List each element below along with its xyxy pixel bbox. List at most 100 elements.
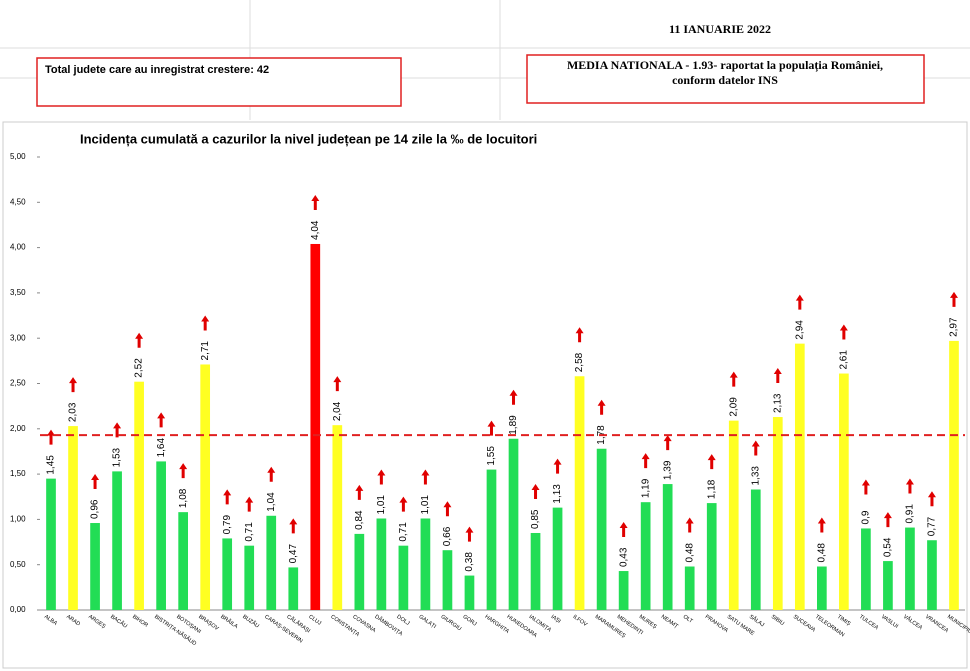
increase-arrow bbox=[399, 496, 408, 512]
value-label: 2,58 bbox=[574, 352, 585, 372]
date: 11 IANUARIE 2022 bbox=[669, 22, 771, 36]
bar bbox=[156, 461, 166, 610]
y-tick-label: 3,00 bbox=[10, 333, 26, 342]
value-label: 1,18 bbox=[706, 479, 717, 499]
bar bbox=[420, 518, 431, 610]
value-label: 2,13 bbox=[772, 393, 783, 413]
x-tick-label: TIMIȘ bbox=[836, 614, 852, 628]
value-label: 1,13 bbox=[552, 484, 563, 504]
value-label: 0,54 bbox=[883, 537, 894, 557]
bar bbox=[817, 566, 827, 610]
increase-arrow bbox=[443, 501, 452, 517]
bar bbox=[46, 478, 56, 610]
x-tick-label: VRANCEA bbox=[924, 614, 949, 634]
y-tick-label: 3,50 bbox=[10, 288, 26, 297]
x-tick-label: BACĂU bbox=[109, 613, 129, 630]
average-box bbox=[526, 54, 925, 104]
value-label: 1,01 bbox=[376, 495, 387, 515]
bar bbox=[464, 575, 475, 610]
bar bbox=[839, 373, 849, 610]
bar bbox=[728, 420, 739, 610]
value-label: 2,94 bbox=[794, 320, 805, 340]
x-tick-label: ARGEȘ bbox=[87, 614, 106, 630]
bar bbox=[376, 518, 387, 610]
increase-arrow bbox=[751, 440, 760, 456]
value-label: 1,89 bbox=[508, 415, 519, 435]
x-tick-label: SĂLAJ bbox=[748, 613, 766, 629]
increase-arrow bbox=[685, 517, 694, 533]
x-tick-label: ARAD bbox=[65, 614, 81, 628]
increase-arrow bbox=[531, 483, 540, 499]
bar bbox=[883, 561, 893, 610]
bar bbox=[684, 566, 695, 610]
value-label: 1,64 bbox=[156, 438, 167, 458]
bar bbox=[354, 533, 365, 610]
value-label: 0,9 bbox=[861, 510, 872, 524]
value-label: 0,77 bbox=[927, 516, 938, 536]
increase-arrow bbox=[487, 420, 496, 436]
x-tick-label: BUZĂU bbox=[241, 613, 260, 629]
y-tick-label: 4,50 bbox=[10, 197, 26, 206]
x-tick-label: BIHOR bbox=[131, 614, 149, 629]
x-tick-label: GALAȚI bbox=[417, 614, 437, 630]
average-text: MEDIA NATIONALA - 1.93- raportat la popu… bbox=[567, 58, 883, 73]
x-tick-label: CARAȘ-SEVERIN bbox=[263, 614, 303, 645]
value-label: 0,47 bbox=[288, 544, 299, 564]
value-label: 1,19 bbox=[640, 478, 651, 498]
bar bbox=[310, 243, 321, 610]
increase-arrow bbox=[553, 458, 562, 474]
value-label: 0,48 bbox=[816, 543, 827, 563]
value-label: 2,03 bbox=[68, 402, 79, 422]
bar bbox=[332, 425, 343, 610]
bar bbox=[596, 448, 607, 610]
x-tick-label: VASLUI bbox=[880, 614, 900, 630]
bar bbox=[222, 538, 233, 610]
bar bbox=[90, 523, 100, 610]
bar bbox=[662, 484, 673, 610]
increase-arrow bbox=[355, 484, 364, 500]
increase-arrow bbox=[223, 489, 232, 505]
x-tick-label: BRĂILA bbox=[219, 613, 239, 630]
value-label: 2,09 bbox=[728, 397, 739, 417]
bar bbox=[552, 507, 563, 610]
x-tick-label: OLT bbox=[682, 614, 694, 625]
bar bbox=[927, 540, 937, 610]
value-label: 0,66 bbox=[442, 526, 453, 546]
increase-arrow bbox=[575, 327, 584, 343]
bar bbox=[794, 343, 805, 610]
increase-arrow bbox=[905, 478, 914, 494]
x-tick-label: TULCEA bbox=[858, 614, 879, 632]
bar bbox=[772, 417, 783, 610]
increase-arrow bbox=[509, 389, 518, 405]
value-label: 1,39 bbox=[662, 460, 673, 480]
increase-arrow bbox=[421, 469, 430, 485]
value-label: 2,04 bbox=[332, 401, 343, 421]
increase-arrow bbox=[927, 491, 936, 507]
bar bbox=[68, 426, 78, 610]
bar bbox=[618, 571, 629, 610]
value-label: 0,43 bbox=[618, 547, 629, 567]
increase-arrow bbox=[333, 376, 342, 392]
x-tick-label: ALBA bbox=[43, 614, 58, 627]
value-label: 0,85 bbox=[530, 509, 541, 529]
value-label: 0,96 bbox=[90, 499, 101, 519]
value-label: 1,53 bbox=[112, 447, 123, 467]
chart-frame bbox=[2, 121, 968, 669]
x-tick-label: NEAMȚ bbox=[660, 614, 680, 630]
increase-arrow bbox=[245, 496, 254, 512]
chart-title: Incidența cumulată a cazurilor la nivel … bbox=[80, 131, 537, 146]
value-label: 0,79 bbox=[222, 515, 233, 535]
y-tick-label: 1,00 bbox=[10, 515, 26, 524]
y-tick-label: 2,00 bbox=[10, 424, 26, 433]
bar bbox=[640, 502, 651, 610]
value-label: 0,71 bbox=[398, 522, 409, 542]
bar bbox=[442, 550, 453, 610]
value-label: 0,38 bbox=[464, 552, 475, 572]
bar bbox=[288, 567, 299, 610]
bar bbox=[112, 471, 122, 610]
value-label: 0,71 bbox=[244, 522, 255, 542]
y-tick-label: 5,00 bbox=[10, 152, 26, 161]
bar bbox=[134, 381, 144, 610]
